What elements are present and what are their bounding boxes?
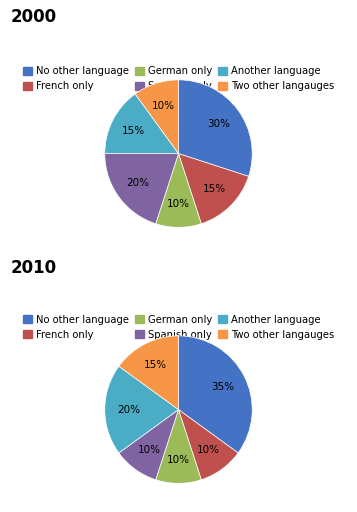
Text: 10%: 10% bbox=[196, 445, 220, 455]
Text: 10%: 10% bbox=[167, 199, 190, 209]
Wedge shape bbox=[178, 80, 252, 176]
Text: 10%: 10% bbox=[167, 455, 190, 465]
Text: 15%: 15% bbox=[144, 360, 167, 370]
Text: 20%: 20% bbox=[117, 404, 140, 415]
Text: 10%: 10% bbox=[137, 445, 161, 455]
Text: 35%: 35% bbox=[212, 382, 235, 392]
Wedge shape bbox=[178, 410, 238, 480]
Wedge shape bbox=[119, 336, 178, 410]
Text: 20%: 20% bbox=[126, 178, 150, 188]
Wedge shape bbox=[105, 94, 178, 154]
Wedge shape bbox=[105, 366, 178, 453]
Legend: No other language, French only, German only, Spanish only, Another language, Two: No other language, French only, German o… bbox=[23, 67, 335, 92]
Wedge shape bbox=[119, 410, 178, 480]
Text: 10%: 10% bbox=[151, 101, 175, 111]
Text: 2000: 2000 bbox=[11, 8, 57, 26]
Text: 15%: 15% bbox=[202, 184, 226, 194]
Wedge shape bbox=[135, 80, 178, 154]
Wedge shape bbox=[156, 410, 201, 483]
Text: 30%: 30% bbox=[207, 119, 231, 129]
Wedge shape bbox=[156, 154, 201, 227]
Wedge shape bbox=[178, 336, 252, 453]
Wedge shape bbox=[105, 154, 178, 224]
Text: 2010: 2010 bbox=[11, 259, 57, 276]
Text: 15%: 15% bbox=[122, 126, 145, 136]
Legend: No other language, French only, German only, Spanish only, Another language, Two: No other language, French only, German o… bbox=[23, 315, 335, 340]
Wedge shape bbox=[178, 154, 248, 224]
